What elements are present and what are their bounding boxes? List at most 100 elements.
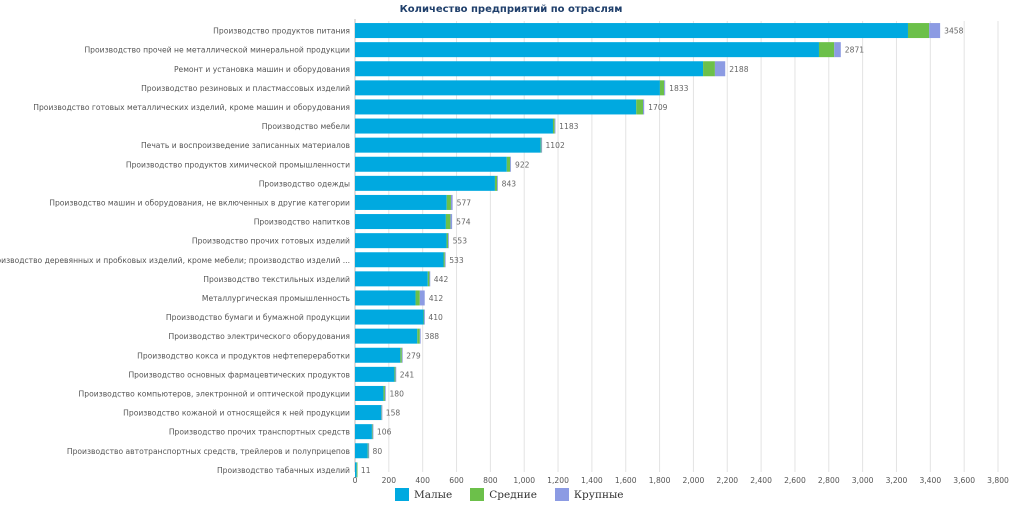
bar-segment-large[interactable] bbox=[444, 252, 446, 268]
bar-segment-medium[interactable] bbox=[659, 80, 665, 96]
bar-segment-medium[interactable] bbox=[703, 61, 715, 77]
bar-segment-medium[interactable] bbox=[417, 328, 420, 344]
category-label: Производство одежды bbox=[259, 179, 350, 188]
bar-segment-medium[interactable] bbox=[443, 252, 445, 268]
bar-segment-large[interactable] bbox=[401, 347, 403, 363]
bar-segment-small[interactable] bbox=[355, 214, 446, 230]
bar-total-label: 2188 bbox=[729, 65, 748, 74]
bar-segment-small[interactable] bbox=[355, 462, 357, 478]
bar-segment-large[interactable] bbox=[384, 385, 386, 401]
category-label: Производство готовых металлических издел… bbox=[33, 103, 350, 112]
bar-segment-large[interactable] bbox=[642, 99, 645, 115]
bar-segment-large[interactable] bbox=[450, 194, 453, 210]
x-tick-label: 1,800 bbox=[649, 476, 671, 485]
bar-segment-large[interactable] bbox=[714, 61, 726, 77]
bar-segment-small[interactable] bbox=[355, 405, 382, 421]
bar-segment-large[interactable] bbox=[419, 328, 421, 344]
category-label: Производство автотранспортных средств, т… bbox=[67, 447, 351, 456]
category-label: Производство резиновых и пластмассовых и… bbox=[141, 84, 350, 93]
bar-segment-small[interactable] bbox=[355, 424, 372, 440]
bar-segment-medium[interactable] bbox=[356, 462, 358, 478]
x-tick-label: 2,600 bbox=[784, 476, 806, 485]
bar-segment-medium[interactable] bbox=[636, 99, 643, 115]
category-label: Производство прочих транспортных средств bbox=[169, 428, 351, 437]
bar-segment-medium[interactable] bbox=[371, 424, 373, 440]
bar-segment-small[interactable] bbox=[355, 309, 424, 325]
grid-layer bbox=[354, 19, 999, 472]
bar-segment-small[interactable] bbox=[355, 233, 447, 249]
bar-segment-large[interactable] bbox=[664, 80, 666, 96]
bar-segment-large[interactable] bbox=[395, 366, 397, 382]
bar-segment-large[interactable] bbox=[424, 309, 425, 325]
bar-segment-medium[interactable] bbox=[446, 233, 449, 249]
bar-segment-small[interactable] bbox=[355, 137, 541, 153]
category-label: Производство мебели bbox=[262, 122, 350, 131]
bar-segment-large[interactable] bbox=[368, 443, 370, 459]
bar-segment-medium[interactable] bbox=[415, 290, 420, 306]
bar-segment-large[interactable] bbox=[429, 271, 431, 287]
bar-segment-medium[interactable] bbox=[506, 156, 511, 172]
bar-segment-large[interactable] bbox=[929, 23, 941, 39]
bar-total-label: 574 bbox=[456, 218, 471, 227]
bar-segment-medium[interactable] bbox=[427, 271, 430, 287]
bar-segment-small[interactable] bbox=[355, 443, 368, 459]
bar-segment-small[interactable] bbox=[355, 385, 384, 401]
bar-segment-small[interactable] bbox=[355, 23, 908, 39]
bar-segment-large[interactable] bbox=[510, 156, 512, 172]
bar-segment-small[interactable] bbox=[355, 175, 495, 191]
bar-segment-small[interactable] bbox=[355, 194, 447, 210]
bar-segment-small[interactable] bbox=[355, 80, 660, 96]
bar-segment-small[interactable] bbox=[355, 271, 428, 287]
bar-segment-small[interactable] bbox=[355, 328, 418, 344]
bar-segment-medium[interactable] bbox=[818, 42, 835, 58]
bar-layer bbox=[355, 23, 941, 478]
bar-segment-large[interactable] bbox=[381, 405, 383, 421]
bar-segment-large[interactable] bbox=[448, 233, 449, 249]
x-tick-label: 0 bbox=[353, 476, 358, 485]
x-tick-label: 400 bbox=[415, 476, 430, 485]
bar-segment-medium[interactable] bbox=[540, 137, 542, 153]
legend-item-large[interactable]: Крупные bbox=[554, 488, 624, 501]
bar-segment-medium[interactable] bbox=[367, 443, 369, 459]
bar-segment-medium[interactable] bbox=[394, 366, 396, 382]
bar-total-label: 180 bbox=[389, 389, 404, 398]
category-label: Производство прочей не металлической мин… bbox=[84, 46, 350, 55]
bar-segment-large[interactable] bbox=[834, 42, 841, 58]
bar-segment-small[interactable] bbox=[355, 42, 819, 58]
bar-segment-small[interactable] bbox=[355, 61, 704, 77]
bar-segment-small[interactable] bbox=[355, 366, 395, 382]
legend-item-small[interactable]: Малые bbox=[395, 488, 452, 501]
x-tick-label: 2,800 bbox=[818, 476, 840, 485]
legend: Малые Средние Крупные bbox=[395, 488, 624, 501]
category-label: Металлургическая промышленность bbox=[202, 294, 351, 303]
bar-segment-small[interactable] bbox=[355, 290, 416, 306]
bar-segment-medium[interactable] bbox=[907, 23, 930, 39]
bar-segment-large[interactable] bbox=[419, 290, 425, 306]
bar-segment-large[interactable] bbox=[497, 175, 498, 191]
bar-segment-medium[interactable] bbox=[383, 385, 385, 401]
bar-segment-small[interactable] bbox=[355, 156, 507, 172]
bar-segment-medium[interactable] bbox=[552, 118, 555, 134]
bar-segment-medium[interactable] bbox=[423, 309, 425, 325]
legend-item-medium[interactable]: Средние bbox=[470, 488, 537, 501]
bar-segment-medium[interactable] bbox=[445, 214, 451, 230]
category-label: Производство машин и оборудования, не вк… bbox=[49, 198, 350, 207]
category-label: Производство электрического оборудования bbox=[168, 332, 350, 341]
bar-segment-medium[interactable] bbox=[400, 347, 402, 363]
bar-segment-medium[interactable] bbox=[446, 194, 451, 210]
bar-segment-large[interactable] bbox=[541, 137, 543, 153]
bar-segment-medium[interactable] bbox=[494, 175, 498, 191]
bar-segment-large[interactable] bbox=[372, 424, 374, 440]
bar-segment-large[interactable] bbox=[554, 118, 556, 134]
bar-segment-large[interactable] bbox=[450, 214, 453, 230]
bar-segment-small[interactable] bbox=[355, 118, 553, 134]
bar-segment-small[interactable] bbox=[355, 347, 401, 363]
legend-label-small: Малые bbox=[414, 488, 453, 501]
category-label: Производство бумаги и бумажной продукции bbox=[166, 313, 350, 322]
bar-segment-small[interactable] bbox=[355, 252, 444, 268]
bar-total-label: 1709 bbox=[648, 103, 667, 112]
x-tick-label: 800 bbox=[483, 476, 498, 485]
x-tick-label: 3,200 bbox=[886, 476, 908, 485]
bar-segment-small[interactable] bbox=[355, 99, 637, 115]
legend-swatch-medium bbox=[470, 488, 485, 501]
